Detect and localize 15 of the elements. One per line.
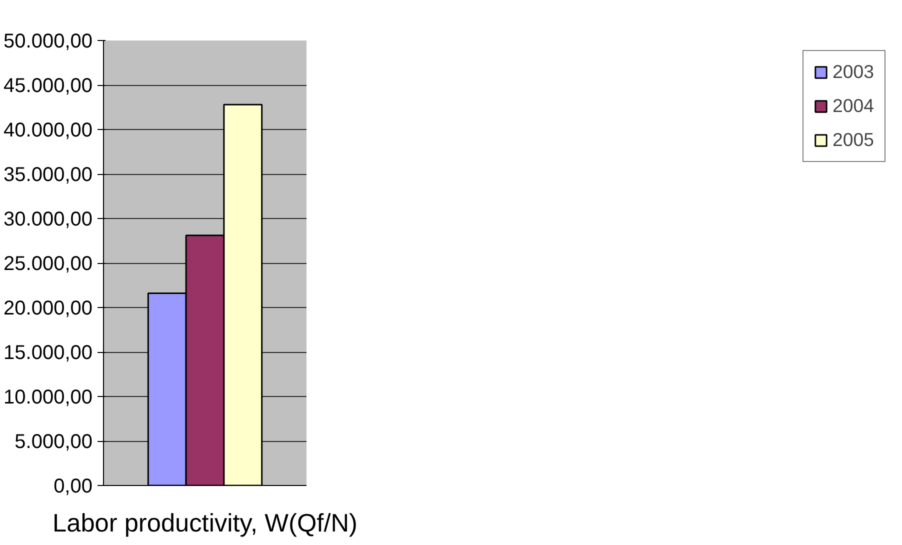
y-tick-label: 15.000,00 xyxy=(4,342,93,364)
y-tick-label: 50.000,00 xyxy=(4,30,93,52)
y-tick-label: 35.000,00 xyxy=(4,164,93,186)
y-tick-label: 30.000,00 xyxy=(4,208,93,230)
y-tick-label: 10.000,00 xyxy=(4,386,93,408)
y-tick-label: 0,00 xyxy=(54,476,93,498)
legend-label: 2004 xyxy=(832,95,874,117)
y-tick-label: 40.000,00 xyxy=(4,120,93,142)
y-tick-label: 45.000,00 xyxy=(4,75,93,97)
y-tick-label: 25.000,00 xyxy=(4,253,93,275)
legend-label: 2005 xyxy=(832,129,874,151)
y-tick-label: 20.000,00 xyxy=(4,298,93,320)
legend-label: 2003 xyxy=(832,61,874,83)
x-tick-label: Labor productivity, W(Qf/N) xyxy=(52,510,358,538)
y-tick-label: 5.000,00 xyxy=(14,431,93,453)
